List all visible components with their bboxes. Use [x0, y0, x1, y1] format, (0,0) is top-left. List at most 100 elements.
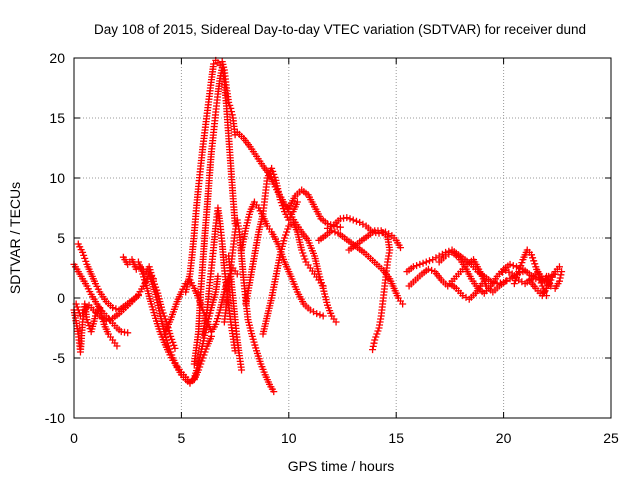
data-point-marker: [82, 257, 90, 265]
data-point-marker: [517, 262, 525, 270]
data-point-marker: [424, 265, 432, 273]
data-point-marker: [369, 342, 377, 350]
data-point-marker: [282, 231, 290, 239]
data-point-marker: [352, 217, 360, 225]
data-point-marker: [516, 265, 524, 273]
data-point-marker: [528, 251, 536, 259]
y-tick-label: -10: [45, 410, 65, 426]
data-point-marker: [270, 170, 278, 178]
data-point-marker: [428, 266, 436, 274]
data-point-marker: [332, 318, 340, 326]
data-point-marker: [293, 198, 301, 206]
data-point-marker: [137, 264, 145, 272]
x-tick-label: 15: [388, 430, 404, 446]
data-point-marker: [425, 257, 433, 265]
data-point-marker: [316, 311, 324, 319]
data-point-marker: [537, 279, 545, 287]
data-point-marker: [506, 260, 514, 268]
data-point-marker: [556, 274, 564, 282]
series-arc17: [259, 218, 327, 338]
data-point-marker: [514, 271, 522, 279]
chart-title: Day 108 of 2015, Sidereal Day-to-day VTE…: [94, 22, 586, 37]
data-point-marker: [79, 248, 87, 256]
data-point-marker: [557, 271, 565, 279]
data-point-marker: [313, 310, 321, 318]
data-point-marker: [81, 254, 89, 262]
data-point-marker: [138, 267, 146, 275]
data-point-marker: [369, 346, 377, 354]
data-point-marker: [284, 225, 292, 233]
data-point-marker: [167, 348, 175, 356]
series-arc29: [543, 268, 566, 292]
data-point-marker: [529, 254, 537, 262]
data-point-marker: [319, 312, 327, 320]
data-point-marker: [396, 244, 404, 252]
data-point-marker: [336, 223, 344, 231]
y-tick-label: 0: [57, 290, 65, 306]
data-point-marker: [349, 216, 357, 224]
data-point-marker: [80, 251, 88, 259]
data-point-marker: [238, 366, 246, 374]
data-point-marker: [375, 324, 383, 332]
x-tick-label: 10: [281, 430, 297, 446]
data-point-marker: [214, 272, 222, 280]
series-arc5: [119, 253, 179, 352]
data-point-marker: [299, 249, 307, 257]
data-point-marker: [281, 234, 289, 242]
y-tick-label: 10: [49, 170, 65, 186]
data-point-marker: [168, 351, 176, 359]
data-point-marker: [319, 282, 327, 290]
x-tick-label: 5: [178, 430, 186, 446]
data-point-marker: [278, 202, 286, 210]
series-arc16: [242, 164, 301, 308]
data-point-marker: [136, 261, 144, 269]
x-tick-label: 0: [70, 430, 78, 446]
series-arc19: [323, 214, 404, 252]
data-point-marker: [83, 316, 91, 324]
data-point-marker: [270, 388, 278, 396]
data-point-marker: [105, 316, 113, 324]
data-point-marker: [509, 262, 517, 270]
data-point-marker: [515, 268, 523, 276]
data-point-marker: [210, 60, 218, 68]
data-point-marker: [511, 277, 519, 285]
series-arc10: [190, 64, 239, 368]
data-point-marker: [169, 338, 177, 346]
series-arc11: [199, 204, 239, 355]
data-point-marker: [271, 173, 279, 181]
data-point-marker: [166, 345, 174, 353]
y-tick-label: 15: [49, 110, 65, 126]
series-arc18: [285, 186, 344, 231]
data-point-marker: [113, 342, 121, 350]
data-point-marker: [109, 304, 117, 312]
data-point-marker: [555, 263, 563, 271]
series-arc1: [70, 260, 132, 337]
axis-ticks: 0 5 10 15 20 25 -10 -5 0 5 10 15 20: [45, 50, 619, 446]
data-point-marker: [399, 300, 407, 308]
data-point-marker: [371, 336, 379, 344]
data-point-marker: [268, 164, 276, 172]
data-point-marker: [512, 274, 520, 282]
data-point-marker: [168, 335, 176, 343]
data-point-marker: [373, 330, 381, 338]
y-tick-label: 5: [57, 230, 65, 246]
data-point-marker: [233, 270, 241, 278]
series-arc4: [74, 240, 142, 314]
data-point-marker: [409, 263, 417, 271]
y-tick-label: -5: [53, 350, 66, 366]
series-arc25: [446, 280, 486, 303]
data-point-marker: [540, 288, 548, 296]
data-point-marker: [372, 333, 380, 341]
data-point-marker: [374, 327, 382, 335]
data-point-marker: [346, 215, 354, 223]
x-tick-label: 20: [496, 430, 512, 446]
data-point-marker: [328, 227, 336, 235]
data-point-marker: [269, 167, 277, 175]
data-point-marker: [277, 199, 285, 207]
x-tick-label: 25: [603, 430, 619, 446]
data-point-marker: [502, 277, 510, 285]
data-point-marker: [536, 276, 544, 284]
y-tick-label: 20: [49, 50, 65, 66]
data-point-marker: [134, 292, 142, 300]
